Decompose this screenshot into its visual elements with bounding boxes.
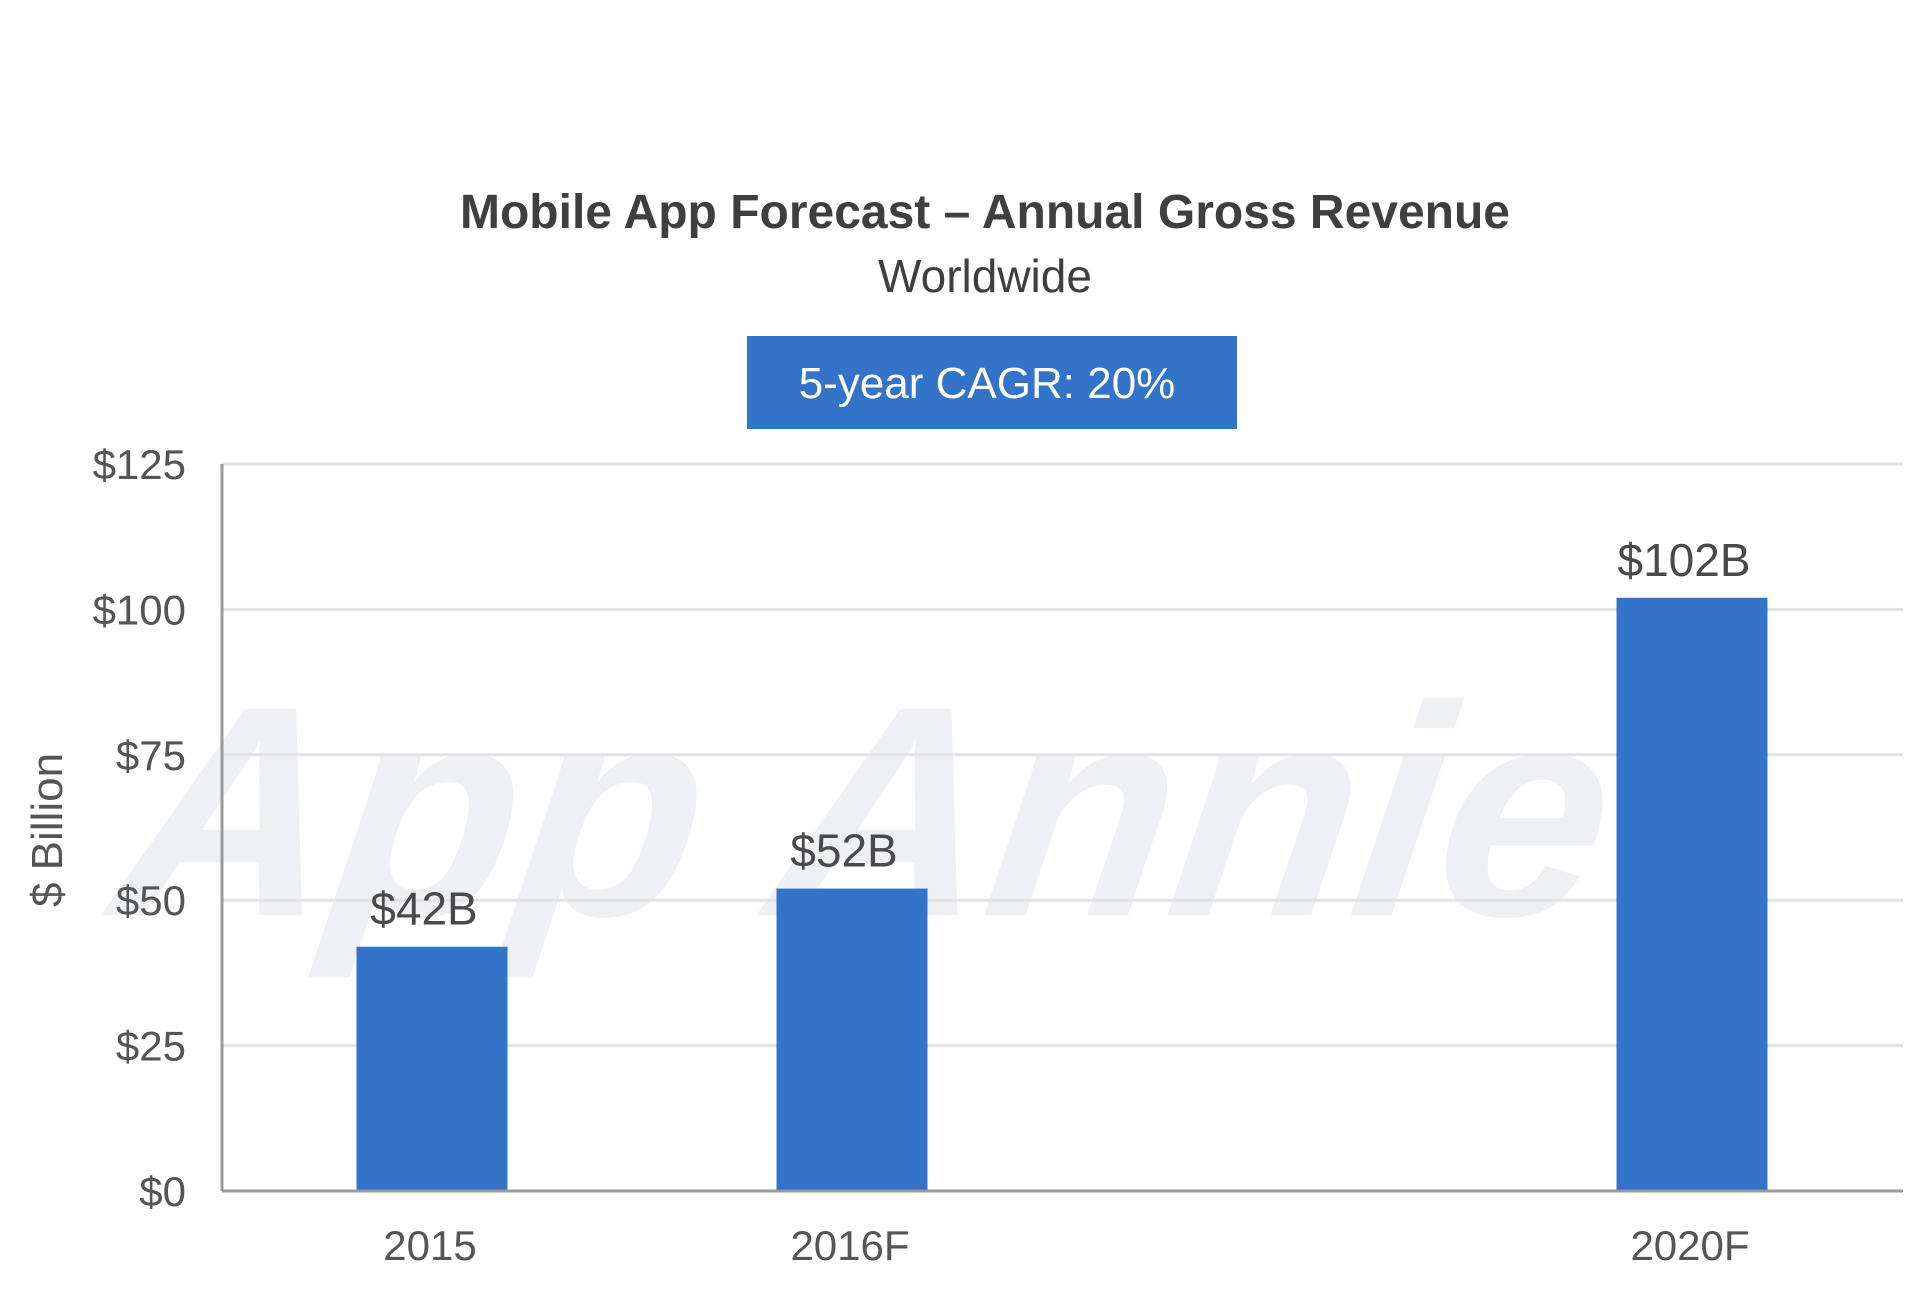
y-axis-label: $ Billion — [23, 753, 72, 907]
bar-2016f — [776, 888, 928, 1191]
cagr-badge-text: 5-year CAGR: 20% — [799, 359, 1176, 408]
data-label: $52B — [790, 825, 897, 877]
x-axis-ticks: 2015 2016F 2020F — [383, 1222, 1749, 1269]
chart-subtitle: Worldwide — [878, 250, 1092, 302]
y-tick-label: $100 — [93, 586, 186, 633]
bars — [356, 597, 1768, 1191]
axes — [220, 464, 1903, 1193]
bar-2020f — [1616, 597, 1768, 1191]
y-tick-label: $75 — [116, 732, 186, 779]
y-tick-label: $25 — [116, 1023, 186, 1070]
chart-title: Mobile App Forecast – Annual Gross Reven… — [460, 186, 1510, 239]
data-labels: $42B $52B $102B — [370, 534, 1750, 935]
x-tick-label: 2016F — [790, 1222, 909, 1269]
x-tick-label: 2015 — [383, 1222, 476, 1269]
bar-2015 — [356, 946, 508, 1191]
y-tick-label: $50 — [116, 877, 186, 924]
data-label: $102B — [1617, 534, 1750, 586]
cagr-badge-box — [747, 336, 1237, 429]
data-label: $42B — [370, 883, 477, 935]
y-axis-ticks: $0 $25 $50 $75 $100 $125 — [93, 441, 186, 1215]
y-tick-label: $0 — [139, 1168, 186, 1215]
cagr-badge: 5-year CAGR: 20% — [747, 336, 1237, 429]
y-tick-label: $125 — [93, 441, 186, 488]
x-tick-label: 2020F — [1630, 1222, 1749, 1269]
